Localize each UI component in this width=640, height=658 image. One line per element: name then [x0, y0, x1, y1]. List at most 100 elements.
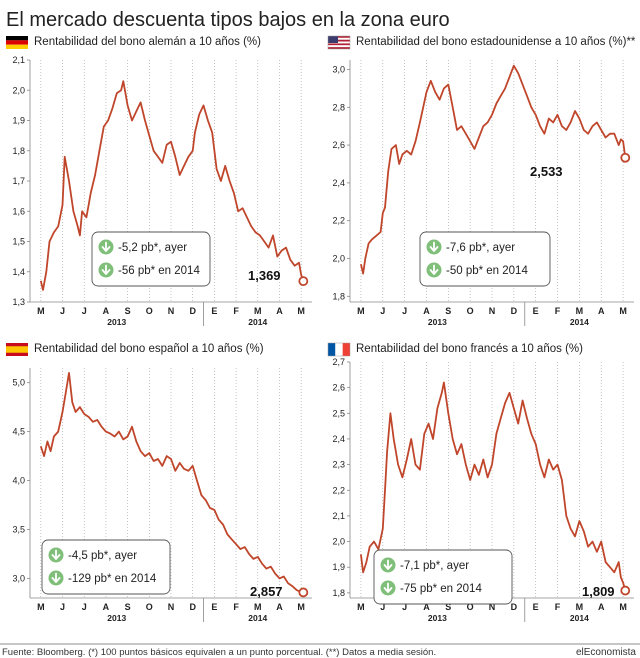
month-label: A [598, 306, 605, 316]
chart-title: Rentabilidad del bono francés a 10 años … [356, 343, 583, 355]
month-label: M [619, 602, 627, 612]
change-text: -4,5 pb*, ayer [68, 550, 137, 562]
y-tick-label: 2,3 [332, 460, 345, 470]
month-label: J [60, 602, 65, 612]
chart-france: Rentabilidad del bono francés a 10 años … [327, 342, 634, 623]
month-label: A [103, 306, 110, 316]
usa-flag [327, 35, 351, 50]
year-label: 2013 [428, 613, 447, 623]
month-label: J [82, 306, 87, 316]
chart-title: Rentabilidad del bono alemán a 10 años (… [34, 36, 261, 48]
month-label: D [189, 602, 196, 612]
change-text: -50 pb* en 2014 [446, 265, 528, 277]
year-label: 2014 [248, 317, 267, 327]
y-tick-label: 1,8 [332, 588, 345, 598]
month-label: J [380, 602, 385, 612]
change-text: -75 pb* en 2014 [400, 583, 482, 595]
month-label: N [168, 306, 175, 316]
month-label: M [37, 602, 45, 612]
y-tick-label: 2,1 [332, 511, 345, 521]
y-tick-label: 2,0 [332, 254, 345, 264]
month-label: F [555, 306, 561, 316]
y-tick-label: 2,5 [332, 408, 345, 418]
year-label: 2014 [570, 613, 589, 623]
change-text: -56 pb* en 2014 [118, 265, 200, 277]
month-label: M [254, 602, 262, 612]
last-value-marker [620, 585, 631, 596]
y-tick-label: 3,0 [332, 64, 345, 74]
last-value-marker [298, 587, 309, 598]
change-box [41, 539, 171, 595]
y-tick-label: 1,8 [332, 291, 345, 301]
series-line [39, 371, 304, 594]
y-tick-label: 1,8 [12, 146, 25, 156]
series-line [360, 64, 627, 275]
month-label: A [276, 306, 283, 316]
year-label: 2013 [107, 613, 126, 623]
y-tick-label: 2,2 [332, 216, 345, 226]
change-text: -129 pb* en 2014 [68, 573, 157, 585]
last-value-label: 1,369 [248, 268, 281, 283]
month-label: M [619, 306, 627, 316]
month-label: M [297, 306, 305, 316]
y-tick-label: 4,5 [12, 427, 25, 437]
month-label: M [357, 306, 365, 316]
month-label: E [211, 602, 217, 612]
series-line [360, 381, 627, 591]
chart-title: Rentabilidad del bono español a 10 años … [34, 343, 264, 355]
last-value-label: 1,809 [582, 584, 615, 599]
page-title: El mercado descuenta tipos bajos en la z… [6, 9, 450, 31]
y-tick-label: 2,0 [332, 537, 345, 547]
charts-group: Rentabilidad del bono alemán a 10 años (… [6, 35, 636, 623]
month-label: D [189, 306, 196, 316]
month-label: O [146, 602, 153, 612]
month-label: E [533, 602, 539, 612]
y-tick-label: 2,1 [12, 55, 25, 65]
y-tick-label: 2,6 [332, 383, 345, 393]
change-box [373, 549, 513, 605]
series-line [39, 80, 305, 291]
footer-source: Fuente: Bloomberg. (*) 100 puntos básico… [2, 647, 436, 658]
y-tick-label: 2,0 [12, 85, 25, 95]
year-label: 2013 [428, 317, 447, 327]
last-value-marker [298, 276, 309, 287]
month-label: O [467, 306, 474, 316]
month-label: M [254, 306, 262, 316]
france-flag [327, 342, 351, 357]
month-label: M [357, 602, 365, 612]
last-value-marker [620, 152, 631, 163]
month-label: S [445, 306, 451, 316]
footer-brand: elEconomista [576, 647, 636, 658]
month-label: O [467, 602, 474, 612]
month-label: F [233, 306, 239, 316]
month-label: J [82, 602, 87, 612]
y-tick-label: 1,3 [12, 297, 25, 307]
month-label: F [233, 602, 239, 612]
y-tick-label: 2,2 [332, 485, 345, 495]
month-label: M [37, 306, 45, 316]
spain-flag [6, 343, 28, 356]
y-tick-label: 1,6 [12, 206, 25, 216]
month-label: A [598, 602, 605, 612]
month-label: A [423, 306, 430, 316]
month-label: J [402, 306, 407, 316]
y-tick-label: 1,9 [332, 562, 345, 572]
y-tick-label: 2,7 [332, 357, 345, 367]
y-tick-label: 2,4 [332, 178, 345, 188]
y-tick-label: 2,6 [332, 140, 345, 150]
month-label: E [211, 306, 217, 316]
month-label: D [511, 306, 518, 316]
year-label: 2014 [570, 317, 589, 327]
month-label: O [146, 306, 153, 316]
change-text: -7,1 pb*, ayer [400, 560, 469, 572]
y-tick-label: 5,0 [12, 378, 25, 388]
chart-title: Rentabilidad del bono estadounidense a 1… [356, 36, 636, 48]
month-label: S [125, 306, 131, 316]
change-text: -5,2 pb*, ayer [118, 242, 187, 254]
month-label: M [576, 306, 584, 316]
month-label: J [60, 306, 65, 316]
month-label: M [297, 602, 305, 612]
y-tick-label: 1,7 [12, 176, 25, 186]
month-label: J [402, 602, 407, 612]
